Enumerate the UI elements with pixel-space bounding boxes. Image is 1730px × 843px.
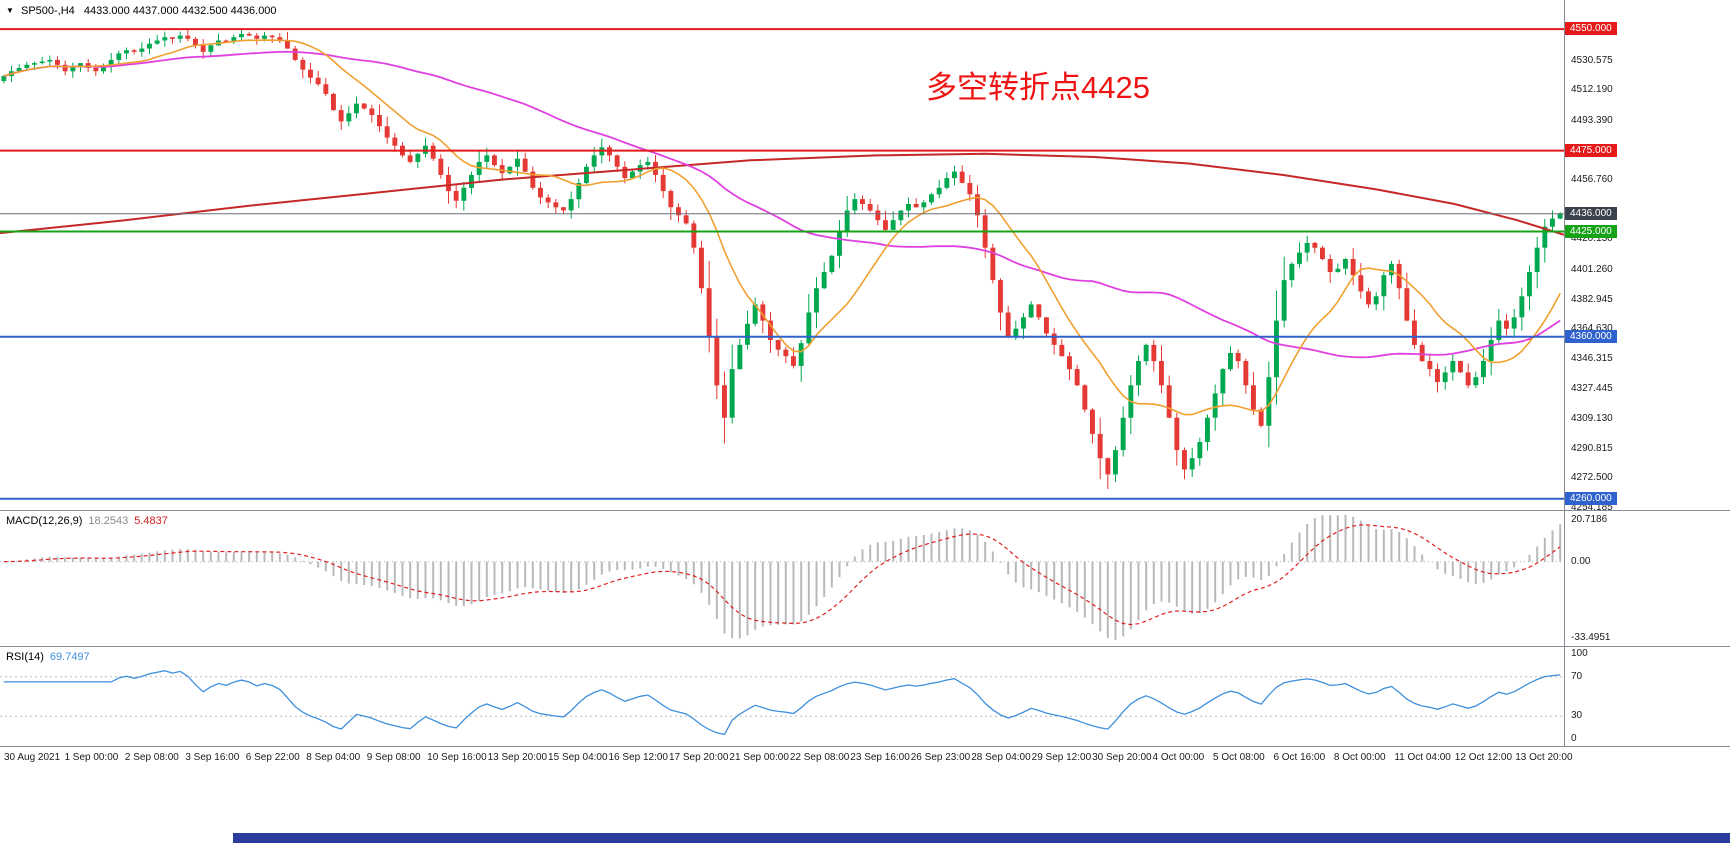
macd-plot[interactable]: MACD(12,26,9) 18.2543 5.4837 <box>0 511 1564 646</box>
price-tick: 4309.130 <box>1571 413 1613 425</box>
symbol-dropdown-icon[interactable]: ▼ <box>6 6 14 15</box>
rsi-name: RSI(14) <box>6 651 44 663</box>
time-tick-label: 11 Oct 04:00 <box>1394 752 1451 763</box>
annotation-text: 多空转折点4425 <box>926 70 1150 105</box>
price-level-badge: 4425.000 <box>1565 224 1617 238</box>
macd-min-tick: -33.4951 <box>1571 632 1611 643</box>
price-tick: 4530.575 <box>1571 54 1613 66</box>
time-tick-label: 12 Oct 12:00 <box>1454 752 1513 763</box>
price-level-badge: 4260.000 <box>1565 491 1617 505</box>
price-tick: 4493.390 <box>1571 114 1613 126</box>
time-tick-label: 2 Sep 08:00 <box>124 752 179 763</box>
price-tick: 4512.190 <box>1571 84 1613 96</box>
time-tick-label: 8 Oct 00:00 <box>1333 752 1386 763</box>
time-tick-label: 6 Sep 22:00 <box>245 752 300 763</box>
main-chart-plot[interactable]: ▼ SP500-,H4 4433.000 4437.000 4432.500 4… <box>0 0 1564 510</box>
time-tick-label: 22 Sep 08:00 <box>789 752 850 763</box>
rsi-100-tick: 100 <box>1571 648 1588 659</box>
price-tick: 4456.760 <box>1571 174 1613 186</box>
time-tick-label: 13 Oct 20:00 <box>1515 752 1573 763</box>
price-tick: 4254.185 <box>1571 502 1613 514</box>
price-level-badge: 4550.000 <box>1565 22 1617 36</box>
price-tick: 4346.315 <box>1571 352 1613 364</box>
time-tick-label: 29 Sep 12:00 <box>1031 752 1092 763</box>
price-tick: 4290.815 <box>1571 442 1613 454</box>
time-tick-label: 30 Aug 2021 <box>4 752 61 763</box>
macd-zero-tick: 0.00 <box>1571 555 1591 567</box>
macd-max-tick: 20.7186 <box>1571 514 1608 525</box>
time-tick-label: 9 Sep 08:00 <box>366 752 421 763</box>
macd-main-value: 18.2543 <box>88 515 129 527</box>
taskbar-strip <box>0 833 1730 843</box>
time-tick-label: 28 Sep 04:00 <box>971 752 1031 763</box>
ohlc-readout: 4433.000 4437.000 4432.500 4436.000 <box>83 5 277 17</box>
price-scale[interactable]: 4530.575 4512.190 4493.390 4456.760 4420.130… <box>1564 0 1730 514</box>
main-chart-row: ▼ SP500-,H4 4433.000 4437.000 4432.500 4… <box>0 0 1730 514</box>
time-tick-label: 17 Sep 20:00 <box>668 752 729 763</box>
symbol-timeframe-label: SP500-,H4 <box>20 5 75 17</box>
time-tick-label: 10 Sep 16:00 <box>427 752 487 763</box>
time-tick-label: 5 Oct 08:00 <box>1213 752 1265 763</box>
macd-signal-value: 5.4837 <box>134 515 168 527</box>
rsi-value: 69.7497 <box>49 651 90 663</box>
rsi-30-tick: 30 <box>1571 710 1583 722</box>
price-tick: 4382.945 <box>1571 293 1613 305</box>
price-level-badge: 4475.000 <box>1565 143 1617 157</box>
time-tick-label: 16 Sep 12:00 <box>608 752 669 763</box>
macd-scale[interactable]: 20.7186 0.00 -33.4951 <box>1564 511 1730 646</box>
time-tick-label: 3 Sep 16:00 <box>185 752 240 763</box>
time-tick-label: 8 Sep 04:00 <box>306 752 361 763</box>
time-tick-label: 6 Oct 16:00 <box>1273 752 1326 763</box>
taskbar-blue-bar <box>233 833 1730 843</box>
price-level-badge: 4436.000 <box>1565 206 1617 220</box>
rsi-70-tick: 70 <box>1571 670 1583 682</box>
candlestick-plot <box>0 28 1564 500</box>
price-tick: 4272.500 <box>1571 472 1613 484</box>
rsi-scale[interactable]: 100 70 30 0 <box>1564 647 1730 746</box>
price-tick: 4364.630 <box>1571 323 1613 334</box>
time-axis[interactable]: 30 Aug 2021 1 Sep 00:00 2 Sep 08:00 3 Sep 1… <box>0 747 1730 769</box>
rsi-label: RSI(14) 69.7497 <box>6 651 90 663</box>
price-tick: 4401.260 <box>1571 263 1613 275</box>
time-tick-label: 30 Sep 20:00 <box>1092 752 1152 763</box>
time-tick-label: 21 Sep 00:00 <box>729 752 789 763</box>
rsi-0-tick: 0 <box>1571 733 1577 744</box>
time-tick-label: 4 Oct 00:00 <box>1152 752 1205 763</box>
macd-histogram <box>0 514 1564 640</box>
rsi-line <box>0 670 1564 736</box>
price-tick: 4420.130 <box>1571 233 1613 245</box>
chart-info: ▼ SP500-,H4 4433.000 4437.000 4432.500 4… <box>6 5 277 17</box>
price-level-badge: 4360.000 <box>1565 329 1617 343</box>
time-tick-label: 1 Sep 00:00 <box>64 752 119 763</box>
rsi-plot[interactable]: RSI(14) 69.7497 <box>0 647 1564 746</box>
rsi-panel-row: RSI(14) 69.7497 100 70 30 0 <box>0 647 1730 747</box>
time-tick-label: 26 Sep 23:00 <box>910 752 971 763</box>
macd-panel-row: MACD(12,26,9) 18.2543 5.4837 20.7186 0.00 -3… <box>0 511 1730 647</box>
time-tick-label: 23 Sep 16:00 <box>850 752 910 763</box>
macd-label: MACD(12,26,9) 18.2543 5.4837 <box>6 515 168 527</box>
price-tick: 4327.445 <box>1571 383 1613 395</box>
time-tick-label: 13 Sep 20:00 <box>487 752 548 763</box>
time-tick-label: 15 Sep 04:00 <box>548 752 608 763</box>
macd-name: MACD(12,26,9) <box>6 515 83 527</box>
